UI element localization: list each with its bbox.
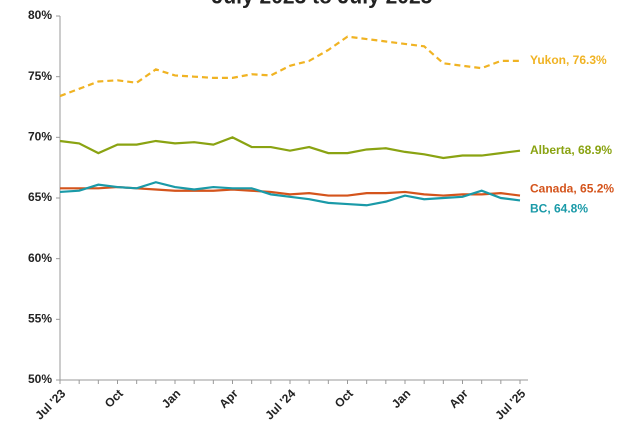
series-line [59,35,520,98]
series-label: Canada, 65.2% [530,182,614,196]
y-tick-label: 65% [28,190,52,204]
x-tick-label: Apr [446,386,471,411]
y-tick-label: 60% [28,251,52,265]
series-label: Alberta, 68.9% [530,143,612,157]
x-tick-label: Apr [216,386,241,411]
x-tick-label: Jan [159,386,184,411]
series-label: BC, 64.8% [530,202,588,216]
series-label: Yukon, 76.3% [530,53,607,67]
y-tick-label: 55% [28,312,52,326]
x-tick-label: Jul '24 [262,386,298,422]
x-tick-label: Jul '25 [492,386,528,422]
x-tick-label: Oct [102,386,126,410]
chart-title: July 2023 to July 2025 [212,0,433,9]
series-line [59,181,521,207]
y-tick-label: 70% [28,130,52,144]
y-tick-label: 50% [28,372,52,386]
x-tick-label: Jan [389,386,414,411]
series-line [59,136,521,160]
x-tick-label: Jul '23 [32,386,68,422]
x-tick-label: Oct [332,386,356,410]
y-tick-label: 80% [28,8,52,22]
y-tick-label: 75% [28,69,52,83]
